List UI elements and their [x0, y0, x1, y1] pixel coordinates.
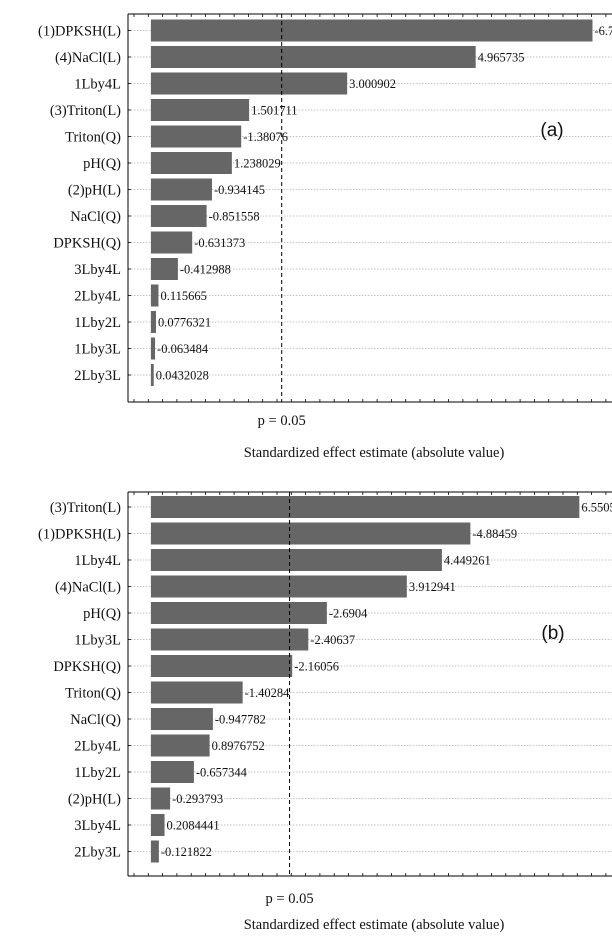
- value-label: 6.550576: [581, 501, 612, 515]
- bar: [150, 364, 154, 386]
- category-label: 1Lby4L: [74, 553, 121, 569]
- bar: [150, 708, 213, 730]
- panel-label: (a): [540, 120, 563, 141]
- panel-label: (b): [541, 623, 564, 644]
- bar: [150, 575, 407, 598]
- chart-panel-b: (3)Triton(L) (1)DPKSH(L) 1Lby4L (4)NaCl(L) p…: [38, 491, 612, 933]
- value-label: -0.063484: [157, 342, 209, 356]
- category-label: (2)pH(L): [68, 183, 121, 199]
- category-label: NaCl(Q): [70, 209, 121, 225]
- value-label: 1.238029: [234, 157, 281, 171]
- x-axis-title: Standardized effect estimate (absolute v…: [244, 445, 505, 461]
- value-label: -0.657344: [196, 766, 248, 780]
- category-label: (2)pH(L): [68, 792, 121, 808]
- value-label: 0.0432028: [156, 369, 209, 383]
- bar: [150, 99, 250, 121]
- category-label: NaCl(Q): [70, 712, 121, 728]
- category-label: (4)NaCl(L): [55, 50, 121, 66]
- bar: [150, 284, 159, 307]
- bar: [150, 178, 212, 201]
- category-label: (3)Triton(L): [50, 103, 121, 119]
- bar: [150, 602, 327, 624]
- bar: [150, 231, 193, 254]
- value-label: -0.121822: [161, 845, 212, 859]
- category-label: DPKSH(Q): [53, 659, 121, 675]
- category-label: 3Lby4L: [74, 818, 121, 834]
- value-label: -1.40284: [245, 686, 291, 700]
- value-label: -6.75158: [594, 24, 612, 38]
- category-label: 1Lby2L: [74, 315, 121, 331]
- value-label: -0.947782: [215, 713, 266, 727]
- value-label: -1.38076: [243, 130, 288, 144]
- value-label: -0.293793: [172, 792, 223, 806]
- value-label: -0.631373: [194, 236, 245, 250]
- bar: [150, 205, 207, 227]
- category-label: 1Lby2L: [74, 765, 121, 781]
- value-label: -2.16056: [294, 660, 339, 674]
- category-label: 3Lby4L: [74, 262, 121, 278]
- category-label: (4)NaCl(L): [55, 580, 121, 596]
- value-label: -4.88459: [472, 527, 517, 541]
- category-label: (3)Triton(L): [50, 500, 121, 516]
- category-label: Triton(Q): [65, 130, 121, 146]
- bar: [150, 46, 476, 68]
- bar: [150, 681, 243, 704]
- category-label: 2Lby3L: [74, 368, 121, 384]
- value-label: -2.40637: [310, 633, 355, 647]
- category-label: 1Lby3L: [74, 633, 121, 649]
- bar: [150, 814, 165, 836]
- bar: [150, 734, 210, 757]
- value-label: 0.115665: [160, 289, 206, 303]
- bar: [150, 311, 156, 333]
- bar: [150, 125, 242, 148]
- value-label: -0.851558: [209, 210, 260, 224]
- bar: [150, 19, 593, 42]
- bar: [150, 549, 442, 571]
- chart-panel-a: (1)DPKSH(L) (4)NaCl(L) 1Lby4L (3)Triton(L) T…: [38, 13, 612, 461]
- bar: [150, 840, 159, 863]
- value-label: 0.8976752: [212, 739, 265, 753]
- bar: [150, 761, 194, 783]
- reference-line-label: p = 0.05: [258, 413, 306, 429]
- category-label: DPKSH(Q): [53, 236, 121, 252]
- category-label: 2Lby3L: [74, 845, 121, 861]
- category-label: 1Lby4L: [74, 77, 121, 93]
- category-label: Triton(Q): [65, 686, 121, 702]
- category-label: pH(Q): [83, 606, 121, 622]
- value-label: -0.934145: [214, 183, 265, 197]
- category-label: 1Lby3L: [74, 342, 121, 358]
- category-label: (1)DPKSH(L): [38, 24, 121, 40]
- bar: [150, 258, 178, 280]
- value-label: -2.6904: [329, 607, 368, 621]
- category-label: 2Lby4L: [74, 739, 121, 755]
- category-label: (1)DPKSH(L): [38, 527, 121, 543]
- bar: [150, 787, 171, 810]
- value-label: 4.449261: [444, 554, 491, 568]
- bar: [150, 152, 232, 174]
- category-label: 2Lby4L: [74, 289, 121, 305]
- value-label: 3.912941: [409, 580, 456, 594]
- value-label: 3.000902: [349, 77, 396, 91]
- bar: [150, 628, 309, 651]
- category-label: pH(Q): [83, 156, 121, 172]
- value-label: -0.412988: [180, 263, 231, 277]
- x-axis-title: Standardized effect estimate (absolute v…: [244, 917, 505, 933]
- bar: [150, 72, 348, 95]
- bar: [150, 496, 580, 518]
- value-label: 4.965735: [478, 51, 525, 65]
- value-label: 0.2084441: [167, 819, 220, 833]
- reference-line-label: p = 0.05: [266, 891, 314, 907]
- bar: [150, 522, 471, 545]
- value-label: 1.501711: [251, 104, 297, 118]
- bar: [150, 655, 293, 677]
- value-label: 0.0776321: [158, 316, 211, 330]
- bar: [150, 337, 156, 360]
